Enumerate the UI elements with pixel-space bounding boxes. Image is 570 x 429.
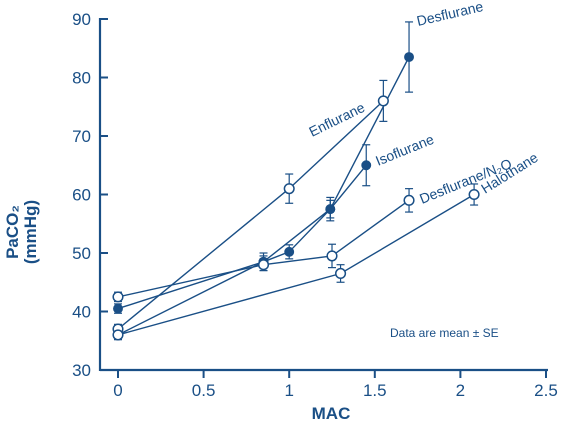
x-tick-label: 0: [113, 381, 122, 400]
data-point: [112, 329, 124, 341]
series-labels: DesfluraneEnfluraneIsofluraneDesflurane/…: [306, 0, 541, 207]
y-tick-label: 30: [72, 361, 91, 380]
series-line: [117, 199, 410, 298]
data-point: [257, 259, 270, 271]
data-point: [335, 267, 347, 280]
chart-axes: 30 40 50 60 70 80 90 0 0.5 1 1.5 2 2.5: [72, 10, 558, 400]
y-tick-label: 70: [72, 127, 91, 146]
series-label: Desflurane: [415, 0, 485, 29]
y-axis-title-line2: (mmHg): [21, 200, 40, 264]
y-tick-label: 60: [72, 186, 91, 205]
data-markers: [112, 52, 480, 341]
y-tick-label: 50: [72, 244, 91, 263]
data-point: [283, 183, 295, 195]
series-line: [117, 164, 367, 310]
data-point: [403, 194, 415, 206]
y-tick-label: 90: [72, 10, 91, 29]
data-point: [468, 188, 480, 201]
series-line: [117, 100, 384, 330]
y-tick-label: 40: [72, 303, 91, 322]
x-tick-label: 0.5: [192, 381, 216, 400]
data-point: [325, 204, 336, 215]
data-point: [404, 52, 414, 62]
data-point: [113, 303, 123, 314]
x-tick-label: 1.5: [363, 381, 387, 400]
data-point: [361, 160, 372, 171]
data-point: [112, 291, 124, 303]
series-label: Enflurane: [306, 99, 367, 140]
x-tick-label: 2.5: [534, 381, 558, 400]
x-axis-title: MAC: [312, 404, 351, 423]
series-line: [117, 193, 475, 336]
data-point: [377, 95, 389, 107]
x-tick-label: 1: [284, 381, 293, 400]
series-label: Isoflurane: [373, 131, 436, 169]
chart-note: Data are mean ± SE: [390, 326, 499, 340]
y-tick-label: 80: [72, 69, 91, 88]
x-tick-label: 2: [456, 381, 465, 400]
data-point: [284, 246, 295, 257]
data-point: [326, 250, 338, 262]
y-axis-title-line1: PaCO₂: [3, 205, 22, 259]
